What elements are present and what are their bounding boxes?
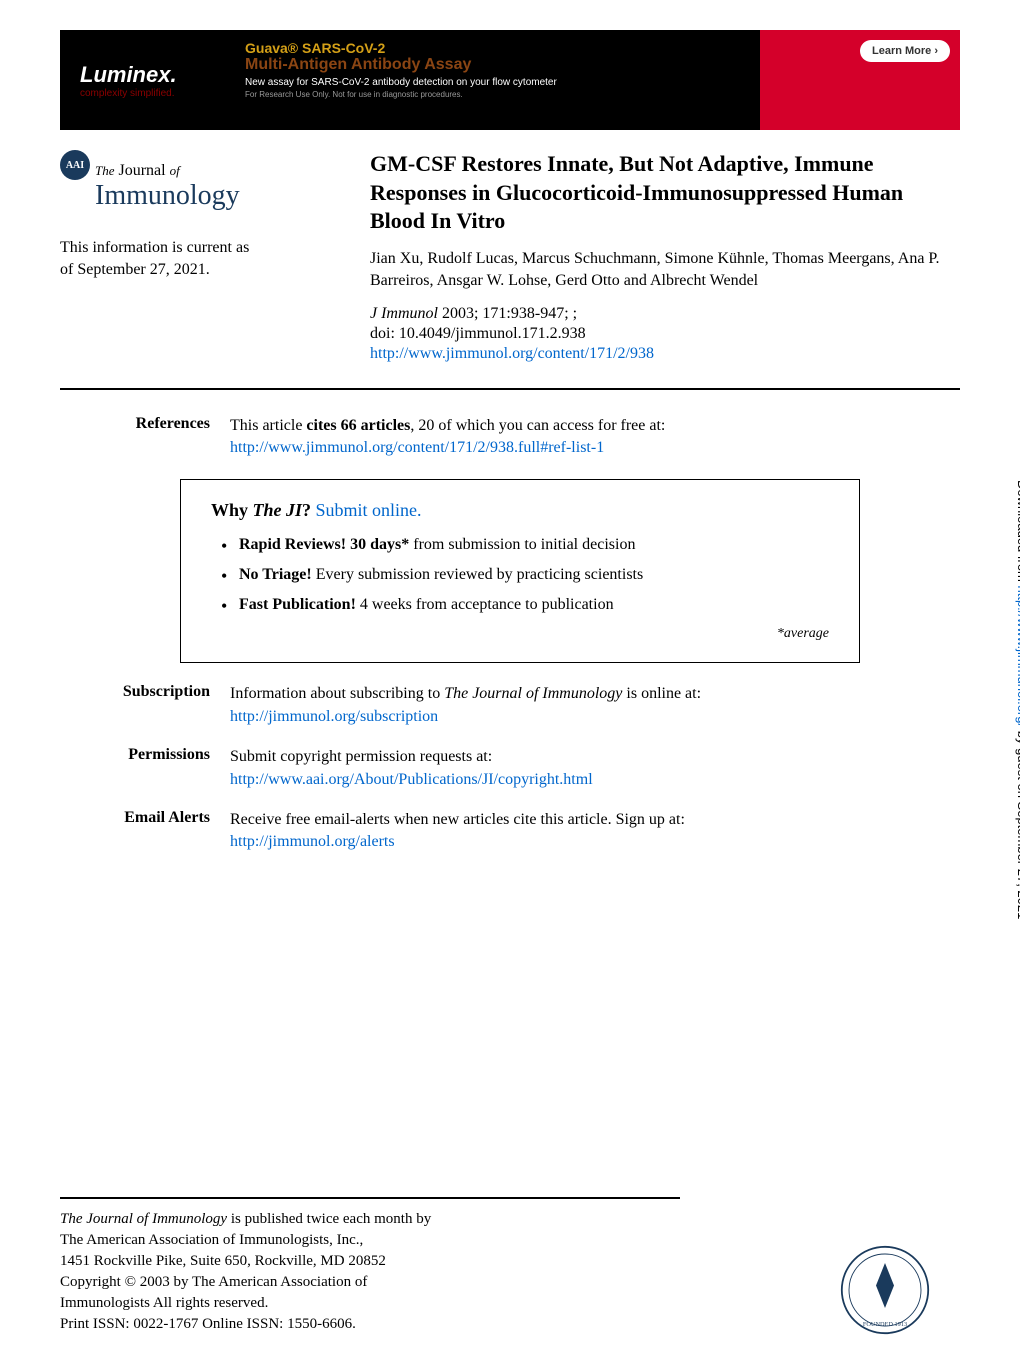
avg-note: *average <box>211 626 829 642</box>
submit-online-link[interactable]: Submit online. <box>316 500 422 520</box>
why-list: Rapid Reviews! 30 days* from submission … <box>211 536 829 614</box>
svg-text:FOUNDED 1913: FOUNDED 1913 <box>863 1321 907 1328</box>
email-alerts-content: Receive free email-alerts when new artic… <box>230 809 960 854</box>
permissions-label: Permissions <box>60 746 230 791</box>
subscription-row: Subscription Information about subscribi… <box>60 683 960 728</box>
ad-product-line2: Multi-Antigen Antibody Assay <box>245 56 745 74</box>
references-row: References This article cites 66 article… <box>60 415 960 460</box>
references-label: References <box>60 415 230 460</box>
ad-tagline: complexity simplified. <box>80 88 210 99</box>
article-doi: doi: 10.4049/jimmunol.171.2.938 <box>370 325 960 343</box>
ad-disclaimer: For Research Use Only. Not for use in di… <box>245 90 745 99</box>
ad-brand-block: Luminex. complexity simplified. <box>60 30 230 130</box>
current-info: This information is current as of Septem… <box>60 237 340 282</box>
article-title: GM-CSF Restores Innate, But Not Adaptive… <box>370 150 960 236</box>
ad-brand: Luminex. <box>80 62 210 88</box>
subscription-link[interactable]: http://jimmunol.org/subscription <box>230 708 438 725</box>
why-item: Fast Publication! 4 weeks from acceptanc… <box>221 596 829 614</box>
journal-logo-block: AAI The Journal of Immunology This infor… <box>60 150 340 363</box>
permissions-link[interactable]: http://www.aai.org/About/Publications/JI… <box>230 771 593 788</box>
references-link[interactable]: http://www.jimmunol.org/content/171/2/93… <box>230 439 604 456</box>
subscription-content: Information about subscribing to The Jou… <box>230 683 960 728</box>
ad-product-block: Guava® SARS-CoV-2 Multi-Antigen Antibody… <box>230 30 760 130</box>
why-item: No Triage! Every submission reviewed by … <box>221 566 829 584</box>
email-alerts-label: Email Alerts <box>60 809 230 854</box>
ad-banner[interactable]: Luminex. complexity simplified. Guava® S… <box>60 30 960 130</box>
article-url-link[interactable]: http://www.jimmunol.org/content/171/2/93… <box>370 345 960 363</box>
aai-seal-icon: FOUNDED 1913 <box>840 1245 930 1335</box>
learn-more-button[interactable]: Learn More › <box>860 40 950 62</box>
footer-text: The Journal of Immunology is published t… <box>60 1209 960 1335</box>
email-alerts-row: Email Alerts Receive free email-alerts w… <box>60 809 960 854</box>
subscription-label: Subscription <box>60 683 230 728</box>
permissions-content: Submit copyright permission requests at:… <box>230 746 960 791</box>
divider <box>60 388 960 390</box>
ad-desc: New assay for SARS-CoV-2 antibody detect… <box>245 77 745 88</box>
footer-section: The Journal of Immunology is published t… <box>60 1197 960 1335</box>
email-alerts-link[interactable]: http://jimmunol.org/alerts <box>230 833 395 850</box>
ad-right-block: Learn More › <box>760 30 960 130</box>
why-item: Rapid Reviews! 30 days* from submission … <box>221 536 829 554</box>
download-attribution: Downloaded from http://www.jimmunol.org/… <box>1015 480 1020 919</box>
journal-name: Immunology <box>95 180 340 212</box>
journal-title-prefix: The Journal of <box>95 162 180 180</box>
ad-product-line1: Guava® SARS-CoV-2 <box>245 40 745 56</box>
header-row: AAI The Journal of Immunology This infor… <box>60 150 960 363</box>
article-info-block: GM-CSF Restores Innate, But Not Adaptive… <box>370 150 960 363</box>
footer-divider <box>60 1197 680 1199</box>
why-ji-box: Why The JI? Submit online. Rapid Reviews… <box>180 479 860 663</box>
references-content: This article cites 66 articles, 20 of wh… <box>230 415 960 460</box>
permissions-row: Permissions Submit copyright permission … <box>60 746 960 791</box>
article-citation: J Immunol 2003; 171:938-947; ; <box>370 305 960 323</box>
sidebar-link[interactable]: http://www.jimmunol.org/ <box>1015 586 1020 728</box>
article-authors: Jian Xu, Rudolf Lucas, Marcus Schuchmann… <box>370 248 960 293</box>
why-heading: Why The JI? Submit online. <box>211 500 829 521</box>
aai-badge-icon: AAI <box>60 150 90 180</box>
